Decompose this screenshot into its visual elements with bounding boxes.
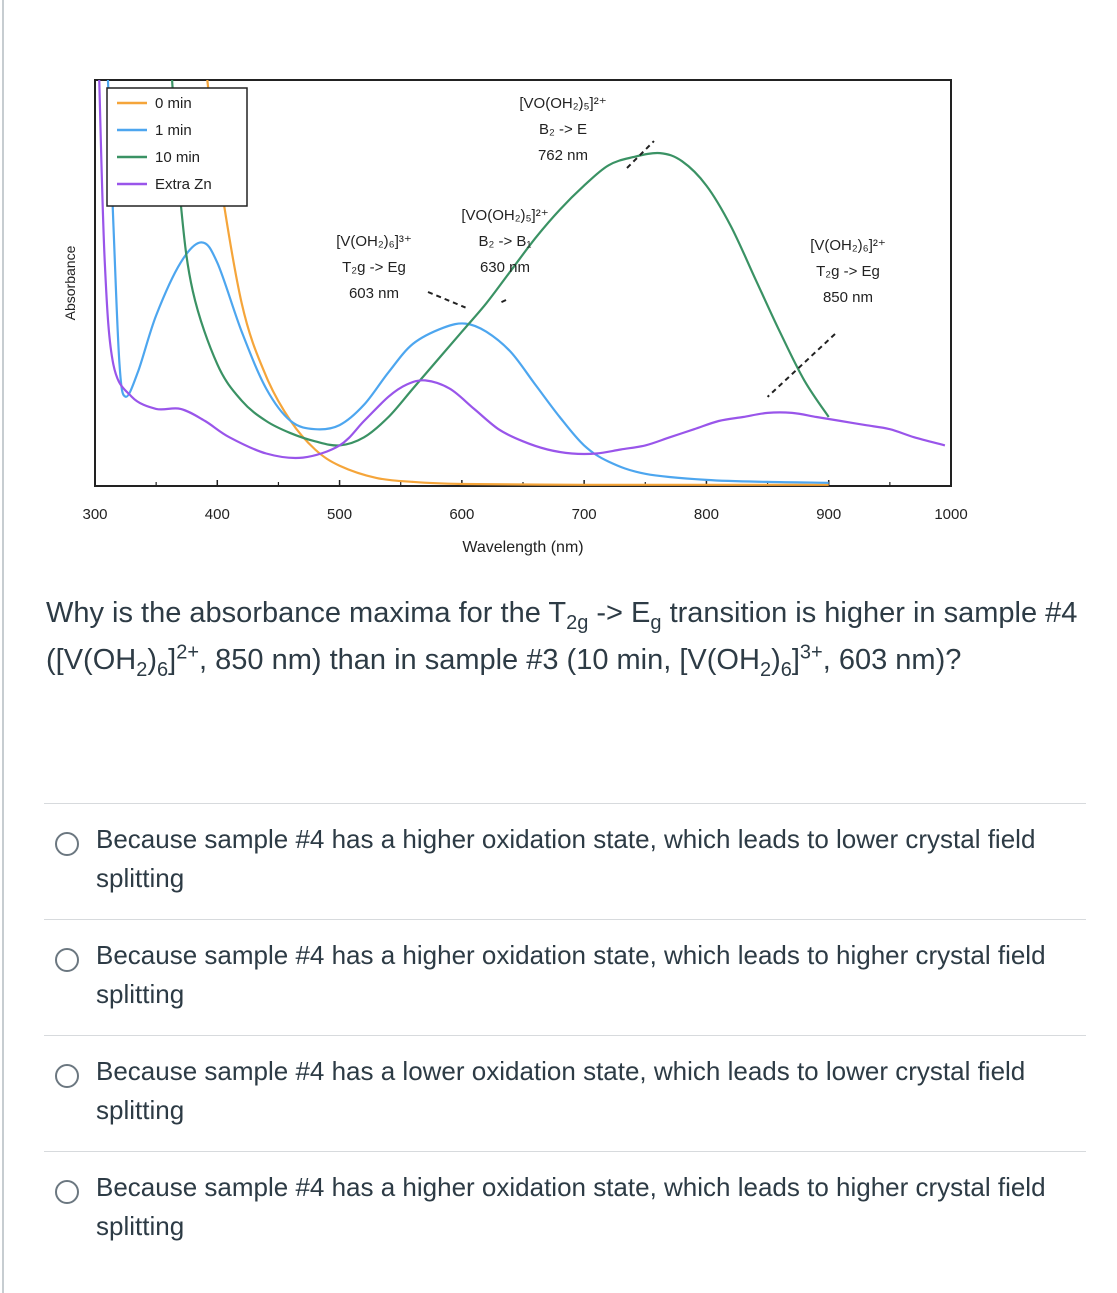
radio-button-1[interactable] xyxy=(55,832,79,856)
series-line-2 xyxy=(106,80,829,484)
x-axis-label: Wavelength (nm) xyxy=(462,539,583,556)
answer-option-4[interactable]: Because sample #4 has a higher oxidation… xyxy=(44,1151,1086,1267)
annotation-text: T₂g -> Eg xyxy=(816,263,880,280)
x-tick-label: 400 xyxy=(205,506,230,523)
y-axis-label: Absorbance xyxy=(62,245,78,320)
x-tick-label: 500 xyxy=(327,506,352,523)
annotation-text: 603 nm xyxy=(349,285,399,302)
question-text: Why is the absorbance maxima for the T2g… xyxy=(46,597,1078,681)
series-line-3 xyxy=(170,80,830,447)
answer-option-1-label: Because sample #4 has a higher oxidation… xyxy=(96,824,1036,893)
series-line-4 xyxy=(98,80,946,460)
series-line-1 xyxy=(206,80,829,486)
annotation-text: 850 nm xyxy=(823,289,873,306)
radio-button-2[interactable] xyxy=(55,948,79,972)
x-tick-label: 900 xyxy=(816,506,841,523)
answer-option-1[interactable]: Because sample #4 has a higher oxidation… xyxy=(44,803,1086,919)
answer-option-4-label: Because sample #4 has a higher oxidation… xyxy=(96,1172,1046,1241)
annotation-text: T₂g -> Eg xyxy=(342,259,406,276)
series-lines xyxy=(98,80,946,486)
legend: 0 min 1 min 10 min Extra Zn xyxy=(106,87,248,207)
answer-option-3[interactable]: Because sample #4 has a lower oxidation … xyxy=(44,1035,1086,1151)
annotation-arrow xyxy=(766,333,836,398)
annotation-text: [VO(OH₂)₅]²⁺ xyxy=(519,95,606,112)
annotation-arrows xyxy=(427,140,836,398)
annotation-text: B₂ -> E xyxy=(539,121,587,138)
radio-button-3[interactable] xyxy=(55,1064,79,1088)
answer-option-2[interactable]: Because sample #4 has a higher oxidation… xyxy=(44,919,1086,1035)
x-tick-label: 600 xyxy=(449,506,474,523)
annotation-arrow xyxy=(427,291,466,309)
annotation-text: [V(OH₂)₆]³⁺ xyxy=(336,233,412,250)
annotation-text: [VO(OH₂)₅]²⁺ xyxy=(461,207,548,224)
answer-option-2-label: Because sample #4 has a higher oxidation… xyxy=(96,940,1046,1009)
annotation-text: B₂ -> B₁ xyxy=(479,233,532,250)
annotations: [VO(OH₂)₅]²⁺ B₂ -> E 762 nm [VO(OH₂)₅]²⁺ B₂ … xyxy=(336,95,886,306)
radio-button-4[interactable] xyxy=(55,1180,79,1204)
annotation-arrow xyxy=(498,299,507,305)
x-tick-label: 800 xyxy=(694,506,719,523)
x-tick-label: 700 xyxy=(572,506,597,523)
x-tick-label: 300 xyxy=(82,506,107,523)
annotation-text: [V(OH₂)₆]²⁺ xyxy=(810,237,886,254)
legend-label: 1 min xyxy=(155,122,192,139)
answer-option-3-label: Because sample #4 has a lower oxidation … xyxy=(96,1056,1026,1125)
legend-label: 0 min xyxy=(155,95,192,112)
left-border xyxy=(2,0,4,1293)
legend-box xyxy=(106,87,248,207)
legend-label: Extra Zn xyxy=(155,176,212,193)
absorbance-chart: 300 400 500 600 700 800 900 1000 [VO(OH₂)₅]²⁺ B₂… xyxy=(62,79,968,556)
legend-label: 10 min xyxy=(155,149,200,166)
annotation-text: 630 nm xyxy=(480,259,530,276)
answer-options: Because sample #4 has a higher oxidation… xyxy=(44,803,1086,1267)
annotation-text: 762 nm xyxy=(538,147,588,164)
x-tick-label: 1000 xyxy=(934,506,967,523)
annotation-arrow xyxy=(626,140,655,169)
